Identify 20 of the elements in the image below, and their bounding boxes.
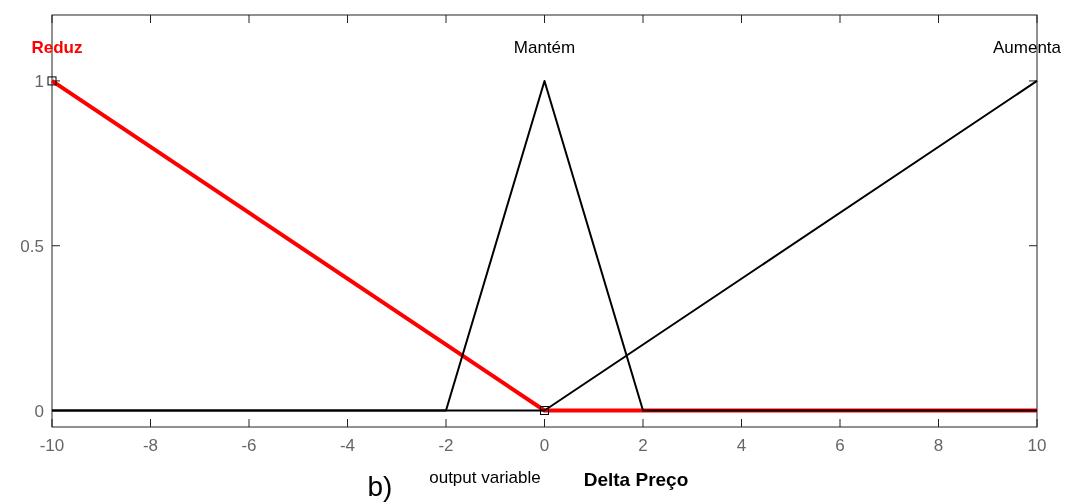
y-tick-label: 0.5 [20, 236, 44, 256]
x-tick-label: 10 [1027, 436, 1047, 455]
text: Delta Preço [583, 469, 689, 490]
x-tick-label: -8 [142, 436, 159, 455]
x-tick-label: -6 [241, 436, 257, 455]
x-tick-label: 2 [638, 436, 648, 455]
series-label: Reduz [31, 37, 83, 57]
x-tick-label: 6 [835, 436, 845, 455]
x-axis-title: output variable [429, 468, 541, 487]
x-tick-label: -4 [339, 436, 356, 455]
x-tick-label: 8 [933, 436, 944, 455]
y-tick-label: 1 [34, 71, 44, 91]
x-tick-label: -2 [438, 436, 454, 455]
text: b) [367, 471, 393, 502]
series-label: Mantém [513, 37, 576, 57]
series-label: Aumenta [992, 37, 1062, 57]
x-tick-label: -10 [39, 436, 65, 455]
x-tick-label: 0 [539, 436, 550, 455]
x-tick-label: 4 [736, 436, 747, 455]
y-tick-label: 0 [34, 401, 44, 421]
